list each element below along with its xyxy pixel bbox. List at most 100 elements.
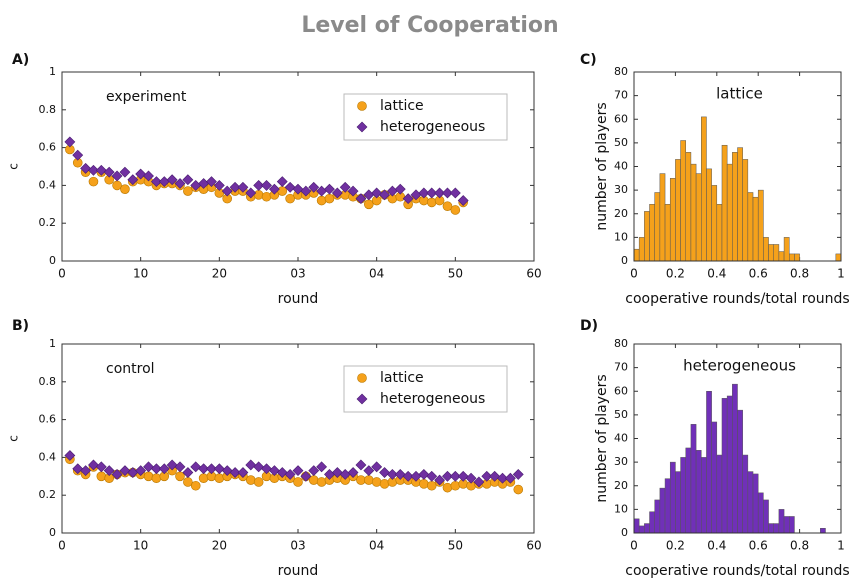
diamond-point [449,187,461,199]
diamond-point [221,185,233,197]
diamond-point [426,187,438,199]
legend-label: lattice [380,370,424,386]
circle-point [198,473,209,483]
y-axis-label: c [7,163,21,170]
histogram-bar [716,454,723,534]
x-tick-label: 60 [526,267,541,281]
circle-point [190,480,201,491]
x-tick-label: 10 [133,267,148,281]
x-tick-label: 20 [212,267,227,281]
diamond-point [489,470,501,482]
histogram-bar [654,499,661,534]
histogram-bar [752,196,759,262]
histogram-bar [783,237,790,262]
histogram-bar [664,204,671,262]
x-tick-label: 1 [837,539,845,553]
circle-point [88,176,99,187]
histogram-bar [778,251,785,262]
x-tick-label: 0.6 [749,539,768,553]
histogram-bar [695,450,702,534]
histogram-bar [763,237,769,262]
circle-point [253,477,264,487]
diamond-point [72,149,84,161]
diamond-point [206,176,217,188]
x-tick-label: 0 [630,539,638,553]
diamond-point [434,187,446,199]
diamond-point [229,467,241,478]
plot-frame [61,71,535,262]
diamond-point [72,463,84,475]
histogram-bar [716,204,723,262]
legend-entry: lattice [380,98,424,114]
circle-point [293,477,303,487]
legend-box [343,365,508,413]
diamond-point [119,166,131,178]
histogram-bar [721,144,728,262]
diamond-point [95,164,107,176]
y-tick-label: 80 [614,337,628,350]
histogram-bar [752,473,759,534]
x-tick-label: 0.4 [707,539,726,553]
diamond-point [88,459,99,471]
x-tick-label: 0 [58,267,66,281]
y-tick-label: 60 [614,112,628,125]
y-tick-label: 80 [614,65,628,78]
diamond-point [331,187,343,199]
diamond-point [88,164,99,176]
y-axis-label: c [7,435,21,442]
legend-box [343,93,508,141]
diamond-point [512,468,524,480]
circle-point [450,205,461,215]
diamond-point [135,465,147,477]
histogram-bar [789,253,795,262]
histogram-bar [747,192,754,262]
diamond-point [253,461,265,473]
y-tick-label: 0.8 [39,103,57,116]
diamond-point [284,468,296,480]
diamond-point [268,465,280,477]
histogram-bar [783,516,790,534]
diamond-point [316,461,328,473]
diamond-point [261,179,272,191]
diamond-point [331,467,343,478]
diamond-point [284,181,296,193]
diamond-point [379,189,390,201]
circle-point [261,191,272,202]
diamond-point [245,187,257,199]
histogram-bar [757,492,764,534]
y-tick-label: 70 [614,361,628,374]
x-tick-label: 0.8 [790,267,809,281]
y-tick-label: 40 [614,432,628,445]
x-tick-label: 20 [212,539,227,553]
histogram-bar [778,509,785,534]
y-tick-label: 0.2 [39,216,57,229]
diamond-point [300,185,312,197]
y-axis-label: number of players [594,374,610,502]
legend-marker [357,101,367,111]
histogram-bar [644,523,650,534]
histogram-bar [669,461,676,534]
histogram-bar [820,528,826,534]
diamond-point [355,459,367,471]
panel-label: C) [580,52,597,68]
histogram-bar [706,168,712,262]
circle-point [316,477,327,487]
diamond-point [347,467,359,478]
x-tick-label: 03 [290,267,305,281]
histogram-bar [721,398,728,534]
x-axis-label: cooperative rounds/total rounds [625,563,849,579]
diamond-point [245,459,257,471]
histogram-bar [742,159,749,262]
histogram-bar [649,511,655,534]
diamond-point [268,183,280,195]
circle-point [120,184,130,194]
y-tick-label: 0 [621,254,628,267]
histogram-bar [711,185,718,262]
circle-point [513,484,524,495]
circle-point [371,477,382,487]
x-tick-label: 0.6 [749,267,768,281]
diamond-point [111,468,123,480]
histogram-bar [773,244,780,262]
histogram-bar [654,192,661,262]
